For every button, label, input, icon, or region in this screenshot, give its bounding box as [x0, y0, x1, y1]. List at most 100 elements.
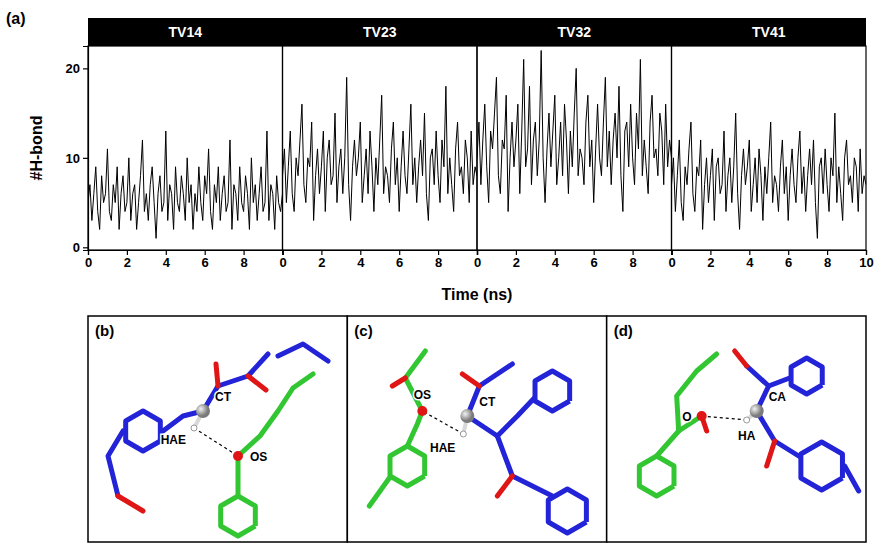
y-axis-title: #H-bond	[28, 116, 45, 181]
series-line	[672, 113, 867, 238]
atom-label: CT	[479, 395, 496, 409]
axis-line	[83, 47, 89, 251]
bond	[369, 478, 389, 506]
axis-line	[89, 251, 284, 256]
x-axis: 0 2 4 6 8 10	[668, 250, 873, 270]
hydrogen-atom	[460, 431, 466, 437]
x-tick: 0	[668, 250, 675, 270]
x-tick-label: 8	[240, 255, 247, 270]
y-tick-label: 10	[66, 151, 80, 166]
x-tick-label: 2	[513, 255, 520, 270]
bond	[757, 411, 799, 456]
bond	[405, 351, 425, 411]
plot-area	[88, 131, 283, 238]
axis-line	[672, 251, 867, 256]
atom-label: HA	[738, 429, 756, 443]
x-tick-label: 8	[824, 255, 831, 270]
x-tick: 4	[552, 250, 560, 270]
y-tick: 20	[66, 61, 88, 76]
x-tick-label: 4	[163, 255, 171, 270]
hydrogen-atom	[191, 425, 197, 431]
carbon-atom	[750, 404, 764, 418]
x-tick-label: 8	[435, 255, 442, 270]
atom-label: OS	[414, 388, 431, 402]
atom-label: OS	[250, 450, 267, 464]
bond	[735, 351, 747, 366]
bond	[248, 376, 266, 390]
x-tick: 4	[746, 250, 754, 270]
ring	[221, 496, 256, 536]
ring	[535, 371, 570, 411]
x-tick: 0	[474, 250, 481, 270]
carbon-atom	[460, 409, 474, 423]
atom-label: HAE	[161, 433, 186, 447]
y-tick-mark	[83, 158, 88, 159]
bond	[236, 456, 241, 496]
ring	[801, 442, 843, 490]
x-axis: 0 2 4 6 8	[85, 250, 283, 270]
x-tick: 8	[240, 250, 247, 270]
x-tick: 0	[85, 250, 92, 270]
series-line	[88, 131, 283, 238]
ring	[639, 456, 674, 496]
panel-frame	[283, 46, 478, 250]
axis-line	[478, 251, 673, 256]
figure: (a)TV1402468TV2302468TV3202468TV41024681…	[0, 0, 878, 547]
panel-background	[347, 316, 606, 542]
panel-background	[88, 316, 347, 542]
x-tick: 2	[124, 250, 131, 270]
bond	[747, 366, 769, 386]
x-tick: 6	[396, 250, 403, 270]
ring	[126, 411, 161, 451]
x-tick-label: 6	[785, 255, 792, 270]
x-tick: 10	[859, 250, 873, 270]
facet-title: TV14	[169, 24, 203, 40]
bond	[845, 466, 859, 491]
bond	[278, 344, 328, 361]
y-tick-label: 0	[73, 240, 80, 255]
x-tick: 0	[279, 250, 286, 270]
y-tick-label: 20	[66, 61, 80, 76]
x-tick: 6	[202, 250, 209, 270]
x-tick: 8	[435, 250, 442, 270]
plot-area	[672, 113, 867, 238]
y-tick: 10	[66, 151, 88, 166]
atom-label: O	[682, 410, 691, 424]
x-tick: 4	[357, 250, 365, 270]
x-tick-label: 6	[396, 255, 403, 270]
x-tick: 2	[513, 250, 520, 270]
series-line	[283, 77, 478, 220]
bond	[203, 354, 268, 411]
series-line	[477, 50, 672, 211]
structure-panel	[347, 316, 606, 542]
bond	[677, 354, 717, 431]
oxygen-atom	[697, 411, 707, 421]
y-tick-mark	[83, 247, 88, 248]
ring	[791, 358, 822, 394]
oxygen-atom	[417, 406, 427, 416]
facet-title: TV41	[752, 24, 786, 40]
bond	[467, 398, 534, 436]
structure-panel	[607, 316, 866, 542]
atom-label: HAE	[430, 441, 455, 455]
bond	[462, 374, 479, 386]
y-tick-mark	[83, 68, 88, 69]
bond	[407, 411, 422, 446]
x-tick: 6	[591, 250, 598, 270]
x-axis-title: Time (ns)	[442, 286, 513, 303]
oxygen-atom	[233, 451, 243, 461]
panel-label: (b)	[95, 322, 114, 339]
panel-frame	[88, 316, 347, 542]
x-tick-label: 6	[202, 255, 209, 270]
bond	[216, 364, 218, 386]
x-tick-label: 4	[552, 255, 560, 270]
x-tick: 2	[707, 250, 714, 270]
x-tick: 8	[824, 250, 831, 270]
x-tick-label: 0	[668, 255, 675, 270]
x-tick: 6	[785, 250, 792, 270]
hbond-line	[422, 411, 463, 434]
x-axis: 02468	[474, 250, 672, 270]
bond	[497, 436, 552, 496]
panel-frame	[607, 316, 866, 542]
bond	[467, 364, 512, 416]
